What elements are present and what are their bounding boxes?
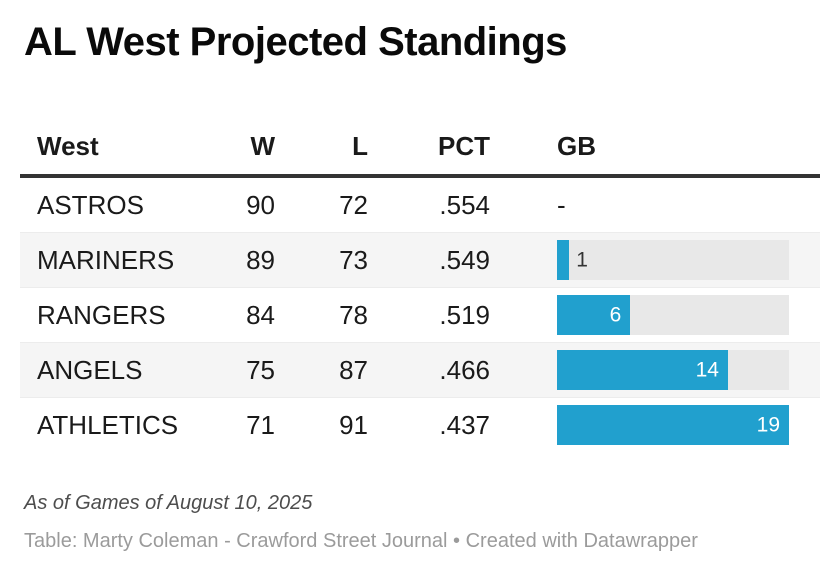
- gb-bar: [557, 405, 789, 445]
- gb-bar-track: 1: [557, 240, 789, 280]
- team-name-cell: ASTROS: [37, 189, 144, 220]
- table-row: MARINERS 89 73 .549 1: [20, 232, 820, 287]
- gb-cell: 14: [490, 350, 820, 390]
- wins-cell: 84: [246, 299, 275, 330]
- gb-bar: [557, 350, 728, 390]
- team-name-cell: ATHLETICS: [37, 409, 179, 440]
- table-row: RANGERS 84 78 .519 6: [20, 287, 820, 342]
- losses-cell: 91: [339, 409, 368, 440]
- pct-cell: .466: [439, 354, 490, 385]
- losses-cell: 72: [339, 189, 368, 220]
- gb-bar-label: 14: [695, 358, 719, 382]
- gb-dash-label: -: [557, 189, 566, 220]
- losses-cell: 78: [339, 299, 368, 330]
- pct-cell: .554: [439, 189, 490, 220]
- table-body: ASTROS 90 72 .554 - MARINERS 89 73 .549 …: [20, 178, 820, 452]
- column-header-gb: GB: [557, 130, 596, 161]
- column-header-west: West: [37, 130, 99, 161]
- table-row: ASTROS 90 72 .554 -: [20, 178, 820, 232]
- losses-cell: 87: [339, 354, 368, 385]
- gb-bar-track: 6: [557, 295, 789, 335]
- gb-bar: [557, 295, 631, 335]
- gb-bar-track: 14: [557, 350, 789, 390]
- column-header-pct: PCT: [438, 130, 490, 161]
- gb-cell: 19: [490, 405, 820, 445]
- wins-cell: 89: [246, 244, 275, 275]
- table-header-row: West W L PCT GB: [20, 118, 820, 178]
- gb-cell: 6: [490, 295, 820, 335]
- team-name-cell: MARINERS: [37, 244, 175, 275]
- wins-cell: 90: [246, 189, 275, 220]
- pct-cell: .437: [439, 409, 490, 440]
- footnote: As of Games of August 10, 2025: [24, 492, 313, 514]
- byline-attribution: Table: Marty Coleman - Crawford Street J…: [24, 530, 698, 552]
- table-row: ATHLETICS 71 91 .437 19: [20, 397, 820, 452]
- gb-bar-label: 19: [756, 413, 780, 437]
- gb-bar-label: 6: [609, 303, 622, 327]
- pct-cell: .519: [439, 299, 490, 330]
- standings-table: West W L PCT GB ASTROS 90 72 .554 - MARI…: [20, 118, 820, 452]
- wins-cell: 71: [246, 409, 275, 440]
- column-header-wins: W: [250, 130, 275, 161]
- team-name-cell: RANGERS: [37, 299, 166, 330]
- team-name-cell: ANGELS: [37, 354, 143, 385]
- gb-cell: -: [490, 190, 820, 221]
- gb-bar: [557, 240, 570, 280]
- gb-bar-label: 1: [576, 248, 588, 272]
- wins-cell: 75: [246, 354, 275, 385]
- losses-cell: 73: [339, 244, 368, 275]
- gb-cell: 1: [490, 240, 820, 280]
- pct-cell: .549: [439, 244, 490, 275]
- gb-bar-track: 19: [557, 405, 789, 445]
- page-title: AL West Projected Standings: [24, 20, 567, 64]
- column-header-losses: L: [352, 130, 368, 161]
- table-row: ANGELS 75 87 .466 14: [20, 342, 820, 397]
